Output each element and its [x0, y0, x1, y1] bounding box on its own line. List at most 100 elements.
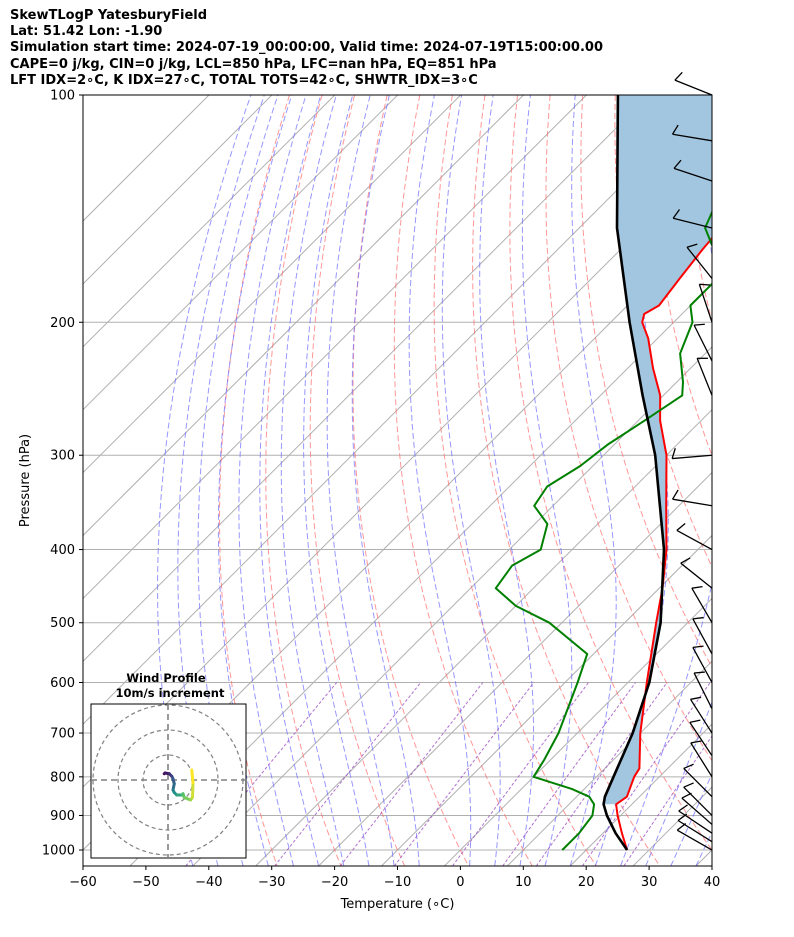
x-tick-label: −60: [69, 875, 96, 890]
isotherm-gridline: [192, 346, 712, 866]
background-lines: [83, 95, 794, 866]
x-axis-label: Temperature (∘C): [340, 897, 455, 912]
mixing-ratio-line: [581, 682, 711, 866]
wind-barb-flag: [694, 671, 705, 674]
wind-barb: [678, 804, 713, 834]
moist-adiabat-line: [408, 95, 472, 866]
moist-adiabat-line: [645, 700, 712, 866]
y-axis-label: Pressure (hPa): [18, 434, 33, 527]
wind-barb: [674, 71, 713, 96]
mixing-ratio-line: [502, 682, 637, 866]
wind-barb: [696, 357, 713, 396]
wind-barb: [683, 763, 713, 798]
x-tick-label: −30: [258, 875, 285, 890]
wind-barb-flag: [691, 585, 703, 589]
x-tick-label: −10: [384, 875, 411, 890]
wind-barbs: [671, 71, 713, 851]
y-tick-label: 400: [50, 543, 75, 558]
title-stability-indices: LFT IDX=2∘C, K IDX=27∘C, TOTAL TOTS=42∘C…: [10, 72, 478, 88]
wind-barb-staff: [690, 742, 713, 778]
wind-barb-staff: [672, 498, 713, 507]
wind-barb-staff: [681, 797, 713, 825]
x-tick-label: −50: [132, 875, 159, 890]
isotherm-gridline: [83, 95, 461, 474]
y-tick-label: 900: [50, 809, 75, 824]
y-tick-label: 700: [50, 727, 75, 742]
dry-adiabat-line: [393, 95, 533, 866]
wind-barb: [683, 782, 713, 816]
y-tick-label: 100: [50, 89, 75, 104]
moist-adiabat-line: [303, 95, 370, 866]
wind-barb: [690, 740, 713, 778]
moist-adiabat-line: [238, 95, 307, 866]
wind-barb-flag: [673, 159, 682, 169]
wind-barb-flag: [683, 782, 694, 788]
moist-adiabat-line: [670, 772, 712, 866]
dry-adiabat-line: [713, 95, 794, 866]
mixing-ratio-line: [274, 682, 422, 866]
axes: −60 −50 −40 −30 −20 −10 0 10 20 30 40 100 200 300 400 5…: [18, 89, 720, 913]
wind-barb-staff: [683, 767, 713, 798]
y-tick-label: 600: [50, 676, 75, 691]
wind-barb-staff: [691, 587, 713, 624]
parcel-line: [602, 95, 666, 851]
hodograph-segment: [191, 781, 195, 799]
moist-adiabat-line: [721, 95, 794, 866]
y-tick-label: 300: [50, 449, 75, 464]
wind-barb: [692, 616, 713, 655]
dry-adiabat-line: [472, 95, 661, 866]
moist-adiabat-line: [620, 95, 712, 866]
chart-title-block: SkewTLogP YatesburyField Lat: 51.42 Lon:…: [10, 8, 603, 89]
x-tick-label: −20: [321, 875, 348, 890]
dry-adiabat-line: [309, 95, 406, 866]
wind-barb-staff: [698, 284, 713, 323]
wind-barb: [671, 489, 713, 507]
dry-adiabat-line: [265, 95, 342, 866]
wind-barb-flag: [671, 124, 679, 135]
x-tick-label: 0: [456, 875, 464, 890]
x-tick-label: 30: [641, 875, 658, 890]
wind-barb-staff: [672, 454, 713, 460]
title-cape-indices: CAPE=0 j/kg, CIN=0 j/kg, LCL=850 hPa, LF…: [10, 56, 497, 72]
hodograph-segment: [190, 768, 195, 784]
wind-barb: [676, 822, 713, 851]
wind-barb: [693, 323, 713, 362]
wind-barb: [691, 585, 713, 624]
isotherm-gridline: [83, 95, 650, 663]
isotherm-gridline: [759, 95, 794, 866]
isotherm-gridline: [318, 471, 712, 866]
dry-adiabat-line: [746, 95, 794, 866]
isotherm-gridline: [255, 408, 712, 866]
mixing-ratio-line: [535, 682, 668, 866]
wind-barb-flag: [689, 719, 701, 724]
moist-adiabat-line: [326, 95, 395, 866]
moist-adiabat-line: [217, 95, 293, 866]
isotherm-gridline: [83, 95, 524, 537]
dry-adiabat-line: [545, 95, 712, 762]
wind-barb-staff: [686, 246, 713, 279]
wind-barb: [672, 209, 713, 229]
wind-barb-flag: [690, 740, 702, 744]
wind-barb: [689, 696, 713, 734]
wind-barb: [671, 124, 713, 142]
moist-adiabat-line: [441, 95, 501, 866]
title-times: Simulation start time: 2024-07-19_00:00:…: [10, 40, 603, 56]
wind-barb-staff: [674, 79, 713, 96]
wind-barb: [671, 448, 713, 460]
x-tick-label: 20: [578, 875, 595, 890]
isotherm-gridline: [83, 95, 587, 600]
mixing-ratio-line: [393, 682, 535, 866]
wind-barb: [676, 523, 713, 551]
cape-shading: [603, 95, 712, 805]
wind-barb: [693, 671, 713, 710]
wind-barb-staff: [678, 810, 713, 834]
cape-area: [603, 95, 712, 805]
isotherm-gridline: [444, 597, 712, 866]
wind-barb-staff: [672, 133, 713, 142]
wind-barb-flag: [671, 448, 676, 459]
isotherm-gridline: [83, 95, 273, 285]
moist-adiabat-line: [351, 95, 420, 866]
dry-adiabat-line: [509, 95, 712, 851]
wind-barb-flag: [694, 323, 705, 326]
